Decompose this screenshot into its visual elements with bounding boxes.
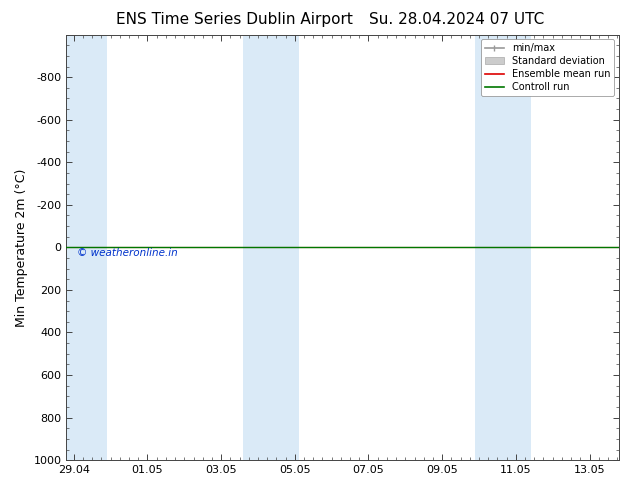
Text: Su. 28.04.2024 07 UTC: Su. 28.04.2024 07 UTC [369, 12, 544, 27]
Legend: min/max, Standard deviation, Ensemble mean run, Controll run: min/max, Standard deviation, Ensemble me… [481, 40, 614, 96]
Bar [67, 35, 107, 460]
Y-axis label: Min Temperature 2m (°C): Min Temperature 2m (°C) [15, 168, 28, 326]
Bar [476, 35, 531, 460]
Text: ENS Time Series Dublin Airport: ENS Time Series Dublin Airport [116, 12, 353, 27]
Bar [243, 35, 299, 460]
Text: © weatheronline.in: © weatheronline.in [77, 248, 178, 258]
